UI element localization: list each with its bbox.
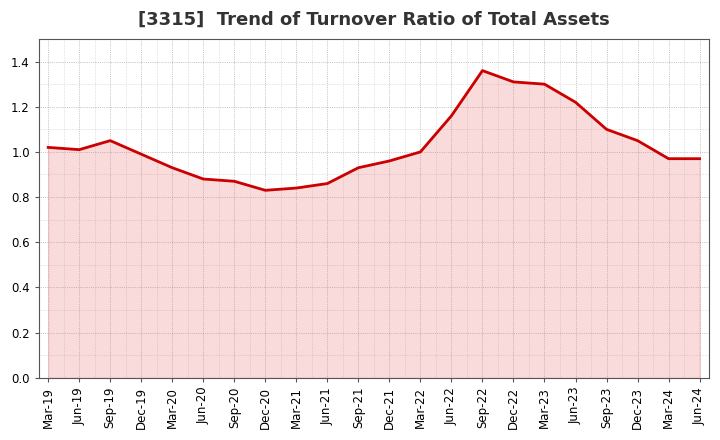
Title: [3315]  Trend of Turnover Ratio of Total Assets: [3315] Trend of Turnover Ratio of Total … — [138, 11, 610, 29]
